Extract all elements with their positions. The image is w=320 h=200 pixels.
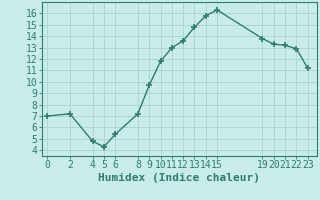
X-axis label: Humidex (Indice chaleur): Humidex (Indice chaleur) xyxy=(98,173,260,183)
